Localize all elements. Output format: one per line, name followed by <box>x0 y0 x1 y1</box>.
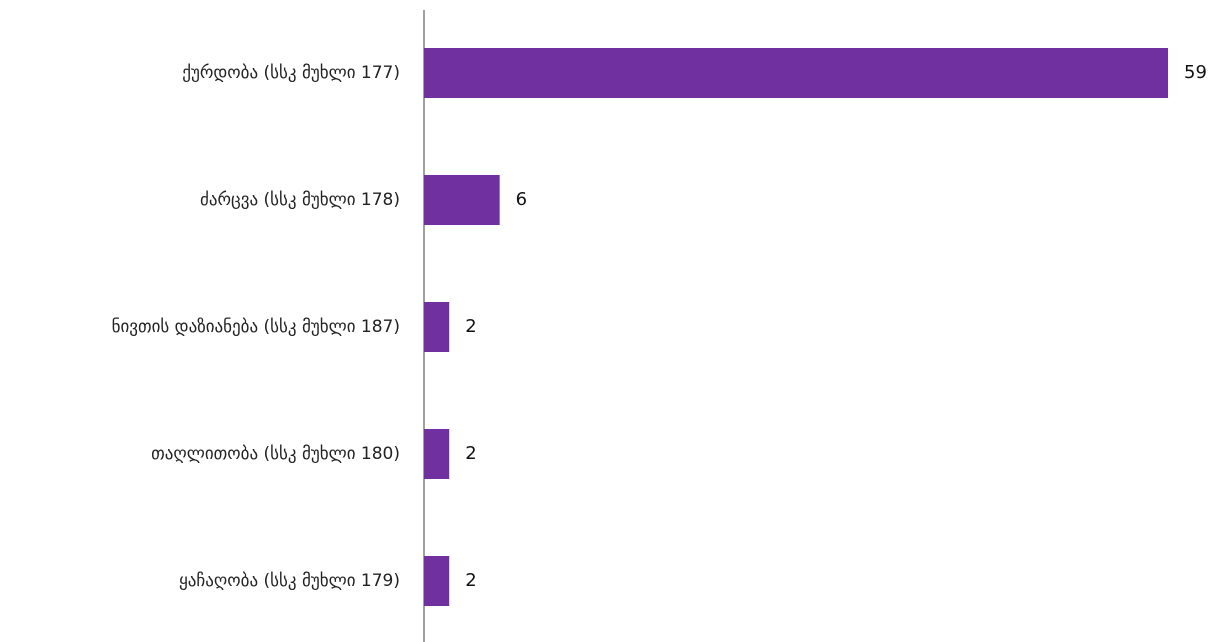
bar-5 <box>424 556 450 606</box>
data-label-3: 2 <box>465 316 476 337</box>
data-label-1: 59 <box>1184 62 1207 83</box>
category-label-4: თაღლითობა (სსკ მუხლი 180) <box>151 444 400 464</box>
category-label-2: ძარცვა (სსკ მუხლი 178) <box>200 190 400 210</box>
data-label-2: 6 <box>516 189 527 210</box>
bar-1 <box>424 48 1168 98</box>
category-label-3: ნივთის დაზიანება (სსკ მუხლი 187) <box>112 317 400 337</box>
category-label-5: ყაჩაღობა (სსკ მუხლი 179) <box>179 571 400 591</box>
bar-4 <box>424 429 450 479</box>
data-label-5: 2 <box>465 570 476 591</box>
bar-3 <box>424 302 450 352</box>
data-label-4: 2 <box>465 443 476 464</box>
category-label-1: ქურდობა (სსკ მუხლი 177) <box>182 63 400 83</box>
bar-2 <box>424 175 500 225</box>
